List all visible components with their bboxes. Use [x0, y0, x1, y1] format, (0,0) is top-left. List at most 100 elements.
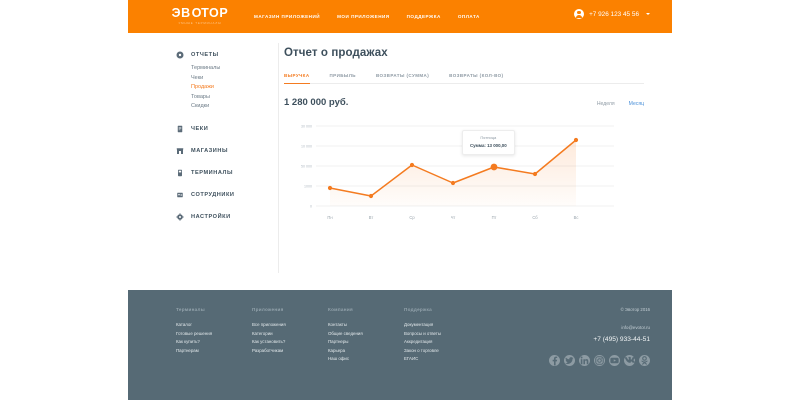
sidebar-divider: [278, 43, 279, 273]
footer-link-trade-law[interactable]: Закон о торговле: [404, 347, 439, 353]
chart-pie-icon: [176, 51, 184, 59]
sidebar-label-receipts: ЧЕКИ: [191, 125, 209, 132]
content-shell: ОТЧЕТЫ Терминалы Чеки Продажи Товары Ски…: [128, 33, 672, 290]
chart-point-mon[interactable]: [327, 185, 333, 191]
facebook-icon[interactable]: [549, 355, 560, 366]
receipt-icon: [176, 125, 184, 133]
xtick-sat: Сб: [532, 215, 538, 220]
xtick-thu: Чт: [451, 215, 456, 220]
ytick-2: 50 000: [301, 165, 312, 169]
footer-link-documentation[interactable]: Документация: [404, 322, 434, 327]
footer-column-terminals: Терминалы Каталог Готовые решения Как ку…: [176, 307, 252, 364]
sidebar: ОТЧЕТЫ Терминалы Чеки Продажи Товары Ски…: [176, 51, 268, 235]
twitter-icon[interactable]: [564, 355, 575, 366]
badge-icon: [176, 191, 184, 199]
logo-tagline: УМНЫЕ ТЕРМИНАЛЫ: [178, 21, 222, 25]
social-links: [545, 355, 650, 366]
sidebar-subitem-discounts[interactable]: Скидки: [191, 103, 210, 110]
report-tabs: ВЫРУЧКА ПРИБЫЛЬ ВОЗВРАТЫ (СУММА) ВОЗВРАТ…: [284, 72, 644, 84]
account-menu[interactable]: +7 926 123 45 56: [574, 9, 650, 19]
period-toggle: Неделя Месяц: [583, 101, 644, 107]
instagram-icon[interactable]: [594, 355, 605, 366]
footer-link-categories[interactable]: Категории: [252, 330, 273, 336]
account-phone: +7 926 123 45 56: [589, 10, 639, 18]
period-month[interactable]: Месяц: [628, 101, 644, 107]
chart-points: [327, 137, 579, 199]
footer-link-contacts[interactable]: Контакты: [328, 322, 347, 327]
chart-point-sat[interactable]: [532, 171, 538, 177]
sidebar-item-terminals[interactable]: ТЕРМИНАЛЫ: [176, 169, 268, 177]
footer-link-faq[interactable]: Вопросы и ответы: [404, 330, 441, 336]
footer-link-ready-solutions[interactable]: Готовые решения: [176, 330, 213, 336]
chart-area-fill: [330, 140, 576, 206]
sidebar-subitem-goods[interactable]: Товары: [191, 93, 210, 100]
xtick-wed: Ср: [409, 215, 415, 220]
chevron-down-icon[interactable]: [646, 13, 650, 15]
footer-link-for-partners[interactable]: Партнерам: [176, 347, 199, 353]
xtick-sun: Вс: [574, 215, 579, 220]
nav-item-app-store[interactable]: МАГАЗИН ПРИЛОЖЕНИЙ: [254, 14, 321, 19]
tab-profit[interactable]: ПРИБЫЛЬ: [329, 73, 356, 78]
main-panel: Отчет о продажах ВЫРУЧКА ПРИБЫЛЬ ВОЗВРАТ…: [284, 47, 644, 222]
sidebar-label-employees: СОТРУДНИКИ: [191, 191, 235, 198]
sidebar-item-stores[interactable]: МАГАЗИНЫ: [176, 147, 268, 155]
tab-returns-count[interactable]: ВОЗВРАТЫ (КОЛ-ВО): [449, 73, 504, 78]
tab-revenue[interactable]: ВЫРУЧКА: [284, 73, 310, 84]
chart-point-wed[interactable]: [409, 162, 415, 168]
chart-point-thu[interactable]: [450, 180, 456, 186]
ytick-0: 30 000: [301, 125, 312, 129]
footer-email[interactable]: info@evotor.ru: [621, 325, 650, 330]
footer-link-partners[interactable]: Партнеры: [328, 339, 349, 345]
footer-link-accreditation[interactable]: Аккредитация: [404, 339, 433, 345]
footer-columns: Терминалы Каталог Готовые решения Как ку…: [176, 307, 480, 364]
chart-point-fri-active[interactable]: [490, 163, 498, 171]
sidebar-item-employees[interactable]: СОТРУДНИКИ: [176, 191, 268, 199]
sidebar-subitem-receipts[interactable]: Чеки: [191, 74, 204, 81]
footer-title-company: Компания: [328, 307, 353, 312]
sidebar-subitem-sales[interactable]: Продажи: [191, 84, 214, 91]
page-title: Отчет о продажах: [284, 47, 388, 59]
footer-link-for-developers[interactable]: Разработчикам: [252, 347, 284, 353]
nav-item-payment[interactable]: ОПЛАТА: [457, 14, 480, 19]
footer-column-company: Компания Контакты Общие сведения Партнер…: [328, 307, 404, 364]
store-icon: [176, 147, 184, 155]
footer-link-catalog[interactable]: Каталог: [176, 322, 192, 327]
logo-text: ЭВОТОР: [171, 6, 229, 20]
sidebar-item-settings[interactable]: НАСТРОЙКИ: [176, 213, 268, 221]
nav-item-my-apps[interactable]: МОИ ПРИЛОЖЕНИЯ: [337, 14, 390, 19]
sidebar-item-reports[interactable]: ОТЧЕТЫ: [176, 51, 268, 59]
sidebar-label-settings: НАСТРОЙКИ: [191, 213, 231, 220]
odnoklassniki-icon[interactable]: [639, 355, 650, 366]
sidebar-item-receipts[interactable]: ЧЕКИ: [176, 125, 268, 133]
sidebar-subitem-terminals[interactable]: Терминалы: [191, 65, 221, 71]
footer-link-how-to-buy[interactable]: Как купить?: [176, 339, 200, 345]
tooltip-value: Сумма: 13 000,00: [470, 143, 507, 148]
footer-contact-block: © Эвотор 2016 info@evotor.ru +7 (495) 93…: [545, 307, 650, 366]
chart-point-tue[interactable]: [368, 193, 374, 199]
main-nav: МАГАЗИН ПРИЛОЖЕНИЙ МОИ ПРИЛОЖЕНИЯ ПОДДЕР…: [254, 14, 497, 19]
vk-icon[interactable]: [624, 355, 635, 366]
footer-link-how-to-install[interactable]: Как установить?: [252, 339, 286, 345]
chart-point-sun[interactable]: [573, 137, 579, 143]
footer-column-support: Поддержка Документация Вопросы и ответы …: [404, 307, 480, 364]
ytick-3: 1000: [304, 185, 312, 189]
linkedin-icon[interactable]: [579, 355, 590, 366]
footer-link-our-office[interactable]: Наш офис: [328, 356, 350, 362]
nav-item-support[interactable]: ПОДДЕРЖКА: [406, 14, 441, 19]
xtick-tue: Вт: [369, 215, 374, 220]
footer-link-career[interactable]: Карьера: [328, 347, 346, 353]
footer-link-general-info[interactable]: Общие сведения: [328, 330, 363, 336]
footer-phone: +7 (495) 933-44-51: [593, 336, 650, 343]
footer-column-apps: Приложения Все приложения Категории Как …: [252, 307, 328, 364]
period-week[interactable]: Неделя: [596, 101, 615, 107]
tab-returns-sum[interactable]: ВОЗВРАТЫ (СУММА): [375, 73, 430, 78]
gear-icon: [176, 213, 184, 221]
tooltip-title: Пятница: [480, 135, 497, 140]
brand-logo[interactable]: ЭВОТОР УМНЫЕ ТЕРМИНАЛЫ: [164, 6, 236, 26]
footer-title-apps: Приложения: [252, 307, 284, 312]
xtick-fri: Пт: [492, 215, 497, 220]
youtube-icon[interactable]: [609, 355, 620, 366]
footer-link-egais[interactable]: ЕГАИС: [404, 356, 419, 362]
footer-link-all-apps[interactable]: Все приложения: [252, 322, 286, 327]
